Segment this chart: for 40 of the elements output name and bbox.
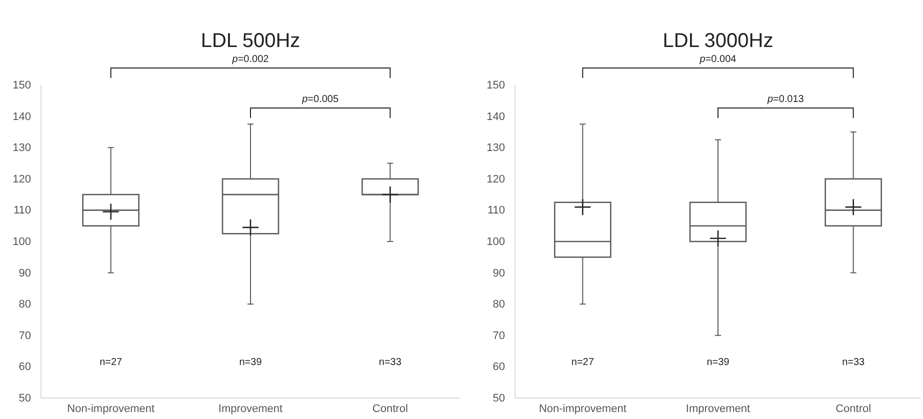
x-tick-label: Non-improvement bbox=[538, 402, 626, 415]
x-tick-label: Improvement bbox=[218, 402, 283, 415]
chart-title: LDL 500Hz bbox=[200, 30, 300, 52]
chart-title: LDL 3000Hz bbox=[662, 30, 774, 52]
annotation: n=39 bbox=[706, 357, 730, 368]
y-tick-label: 130 bbox=[486, 142, 505, 154]
y-tick-label: 100 bbox=[486, 236, 505, 248]
y-tick-label: 90 bbox=[492, 267, 505, 280]
y-tick-label: 80 bbox=[18, 298, 31, 311]
y-tick-label: 60 bbox=[492, 361, 505, 374]
y-tick-label: 70 bbox=[18, 330, 31, 342]
y-tick-label: 100 bbox=[12, 236, 31, 248]
x-tick-label: Control bbox=[372, 402, 408, 415]
y-tick-label: 150 bbox=[486, 80, 505, 92]
y-tick-label: 130 bbox=[12, 142, 31, 154]
annotation: n=33 bbox=[842, 357, 866, 368]
y-tick-label: 140 bbox=[12, 110, 31, 123]
annotation: p=0.005 bbox=[301, 94, 339, 105]
x-tick-label: Improvement bbox=[686, 402, 750, 415]
annotation: n=33 bbox=[378, 357, 402, 368]
y-tick-label: 120 bbox=[12, 173, 31, 186]
y-tick-label: 80 bbox=[492, 298, 505, 311]
y-tick-label: 50 bbox=[492, 392, 505, 405]
y-tick-label: 60 bbox=[18, 361, 31, 374]
y-tick-label: 110 bbox=[13, 204, 31, 217]
x-tick-label: Non-improvement bbox=[67, 402, 155, 415]
y-tick-label: 150 bbox=[12, 80, 31, 92]
text: p=0.004 bbox=[698, 54, 737, 65]
y-tick-label: 110 bbox=[487, 204, 505, 217]
annotation: p=0.013 bbox=[766, 94, 804, 105]
y-tick-label: 120 bbox=[486, 173, 505, 186]
x-tick-label: Control bbox=[836, 402, 872, 415]
annotation: n=27 bbox=[100, 357, 123, 368]
y-tick-label: 90 bbox=[18, 267, 31, 280]
annotation: n=39 bbox=[239, 357, 262, 368]
text: p=0.002 bbox=[231, 54, 270, 65]
y-tick-label: 50 bbox=[18, 392, 31, 405]
y-tick-label: 140 bbox=[486, 110, 505, 123]
annotation: n=27 bbox=[571, 357, 594, 368]
y-tick-label: 70 bbox=[492, 330, 505, 342]
